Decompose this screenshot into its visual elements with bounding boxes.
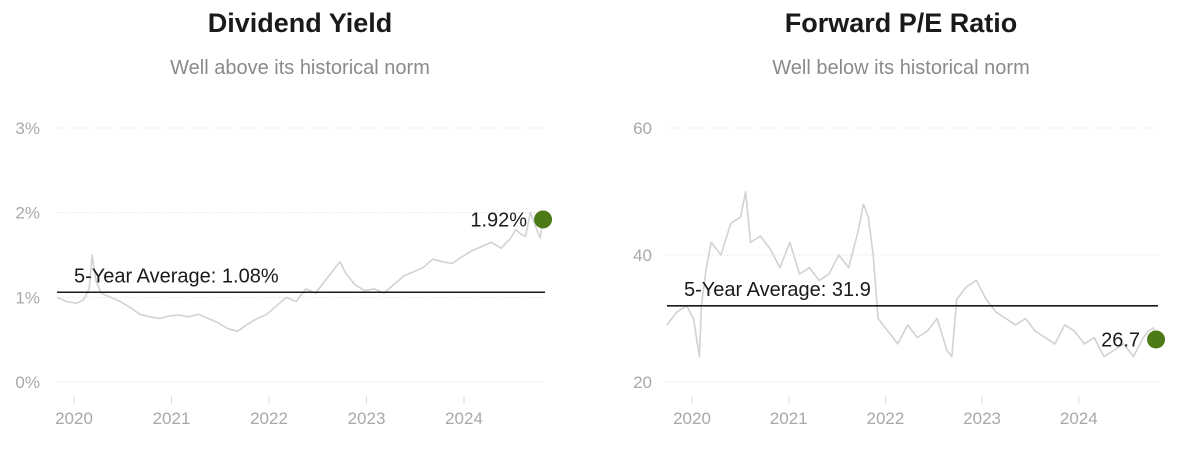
forward-pe-chart: 20 40 60 2020 2021 2022 2023 2024 5-Year Average… bbox=[633, 119, 1166, 428]
chart-title: Forward P/E Ratio bbox=[784, 8, 1018, 38]
x-tick-label: 2024 bbox=[445, 409, 483, 428]
y-tick-label: 1% bbox=[15, 288, 40, 307]
y-tick-label: 60 bbox=[633, 119, 652, 138]
last-value-marker bbox=[534, 210, 553, 229]
chart-subtitle: Well above its historical norm bbox=[170, 57, 430, 79]
x-tick-label: 2021 bbox=[770, 409, 808, 428]
y-tick-label: 3% bbox=[15, 119, 40, 138]
dividend-yield-chart: 0% 1% 2% 3% 2020 2021 2022 2023 2024 5-Year Avera… bbox=[15, 119, 553, 428]
x-tick-label: 2020 bbox=[673, 409, 711, 428]
chart-subtitle: Well below its historical norm bbox=[772, 57, 1030, 79]
x-tick-label: 2020 bbox=[55, 409, 93, 428]
x-tick-label: 2022 bbox=[866, 409, 904, 428]
series-line bbox=[666, 190, 1157, 358]
chart-title: Dividend Yield bbox=[207, 8, 393, 38]
last-value-marker bbox=[1147, 330, 1166, 349]
average-label: 5-Year Average: 31.9 bbox=[684, 279, 871, 301]
dividend-yield-panel: Dividend Yield Well above its historical… bbox=[0, 0, 600, 453]
average-label: 5-Year Average: 1.08% bbox=[74, 265, 279, 287]
last-value-label: 1.92% bbox=[470, 209, 527, 231]
y-tick-label: 20 bbox=[633, 373, 652, 392]
x-tick-label: 2021 bbox=[153, 409, 191, 428]
x-tick-label: 2022 bbox=[250, 409, 288, 428]
forward-pe-panel: Forward P/E Ratio Well below its histori… bbox=[600, 0, 1202, 453]
x-tick-label: 2024 bbox=[1060, 409, 1098, 428]
y-tick-label: 0% bbox=[15, 373, 40, 392]
last-value-label: 26.7 bbox=[1101, 329, 1140, 351]
series-line bbox=[56, 211, 544, 333]
x-tick-label: 2023 bbox=[348, 409, 386, 428]
y-tick-label: 2% bbox=[15, 204, 40, 223]
x-tick-label: 2023 bbox=[963, 409, 1001, 428]
y-tick-label: 40 bbox=[633, 246, 652, 265]
